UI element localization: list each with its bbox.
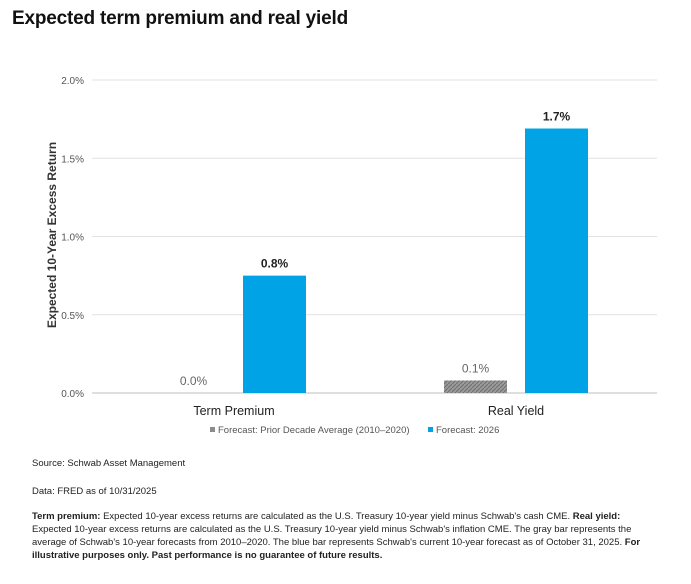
term-premium-label: Term premium: (32, 511, 101, 522)
legend-swatch (428, 427, 433, 432)
data-label: 0.0% (180, 374, 208, 388)
bar (243, 275, 306, 393)
legend: Forecast: Prior Decade Average (2010–202… (210, 425, 499, 436)
source-note: Source: Schwab Asset Management (32, 458, 186, 469)
y-tick-label: 0.0% (61, 389, 84, 400)
y-axis-ticks: 0.0% 0.5% 1.0% 1.5% 2.0% (61, 76, 84, 400)
footnote: Term premium: Expected 10-year excess re… (32, 510, 662, 562)
legend-entry: Forecast: Prior Decade Average (2010–202… (218, 425, 410, 436)
bar (444, 380, 507, 393)
term-premium-text: Expected 10-year excess returns are calc… (100, 511, 573, 522)
x-axis-ticks: Term Premium Real Yield (193, 404, 544, 418)
bar-chart: 0.0% 0.5% 1.0% 1.5% 2.0% Expected 10-Year Ex… (45, 76, 657, 436)
real-yield-text: Expected 10-year excess returns are calc… (32, 524, 632, 548)
data-note: Data: FRED as of 10/31/2025 (32, 486, 157, 497)
data-labels: 0.0% 0.8% 0.1% 1.7% (180, 110, 571, 388)
y-tick-label: 0.5% (61, 311, 84, 322)
data-label: 1.7% (543, 110, 571, 124)
y-axis-label: Expected 10-Year Excess Return (45, 142, 59, 328)
data-label: 0.1% (462, 361, 490, 375)
y-tick-label: 1.0% (61, 233, 84, 244)
x-tick-label: Real Yield (488, 404, 544, 418)
page-title: Expected term premium and real yield (12, 8, 348, 29)
x-tick-label: Term Premium (193, 404, 274, 418)
y-tick-label: 1.5% (61, 154, 84, 165)
data-label: 0.8% (261, 257, 289, 271)
legend-entry: Forecast: 2026 (436, 425, 499, 436)
legend-swatch (210, 427, 215, 432)
bars (243, 128, 588, 393)
bar (525, 128, 588, 393)
real-yield-label: Real yield: (572, 511, 621, 522)
disclaimer: For illustrative purposes only. Past per… (32, 537, 641, 561)
y-tick-label: 2.0% (61, 76, 84, 87)
